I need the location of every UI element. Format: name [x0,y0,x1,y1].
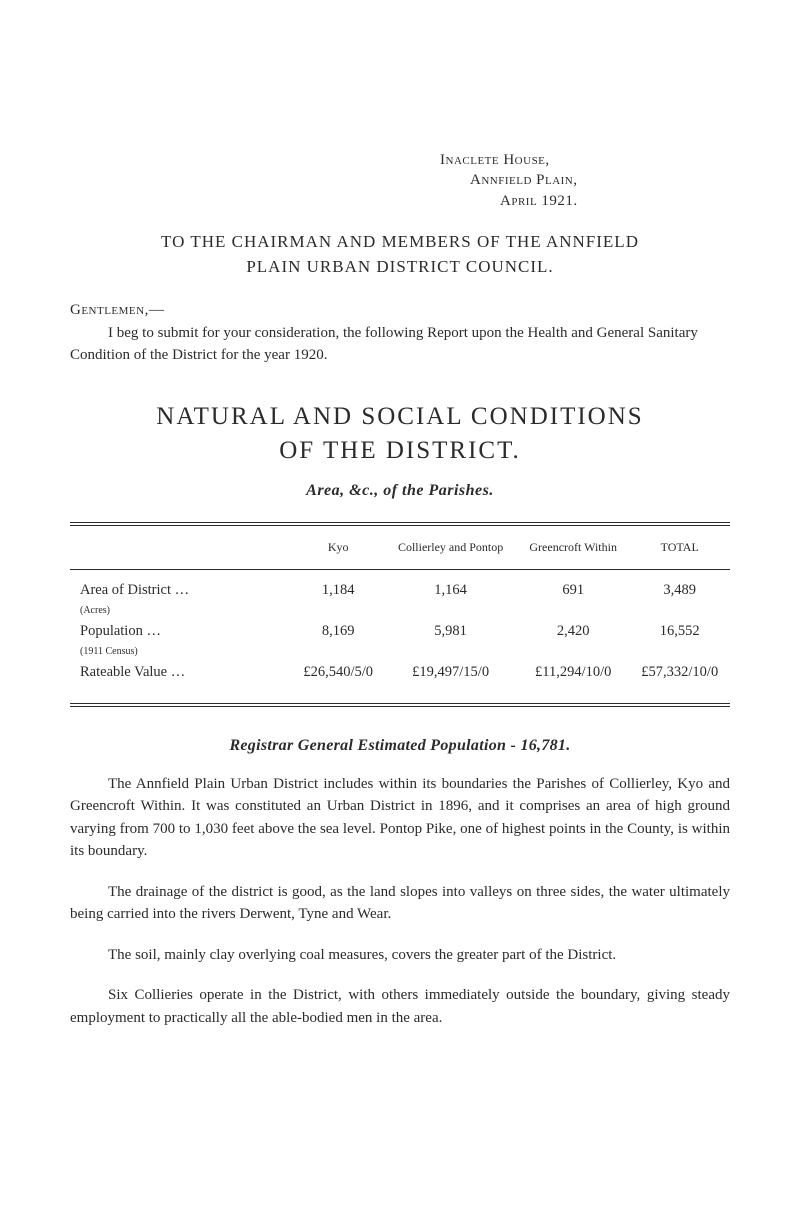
col-kyo: Kyo [292,526,384,570]
row-sublabel: (1911 Census) [70,646,292,658]
parish-table: Kyo Collierley and Pontop Greencroft Wit… [70,522,730,707]
page: Inaclete House, Annfield Plain, April 19… [0,0,800,1069]
cell: 3,489 [629,570,730,605]
table-row: Area of District … 1,184 1,164 691 3,489 [70,570,730,605]
row-label: Area of District … [70,570,292,605]
cell: £26,540/5/0 [292,658,384,687]
table-header-row: Kyo Collierley and Pontop Greencroft Wit… [70,526,730,570]
table-caption: Area, &c., of the Parishes. [70,482,730,500]
row-sublabel: (Acres) [70,605,292,617]
cell: £11,294/10/0 [517,658,630,687]
row-label: Rateable Value … [70,658,292,687]
col-blank [70,526,292,570]
row-label: Population … [70,617,292,646]
cell: £19,497/15/0 [384,658,517,687]
cell: 5,981 [384,617,517,646]
registrar-value: 16,781. [520,737,570,754]
parish-table-grid: Kyo Collierley and Pontop Greencroft Wit… [70,526,730,703]
col-collierley: Collierley and Pontop [384,526,517,570]
table-row: Rateable Value … £26,540/5/0 £19,497/15/… [70,658,730,687]
registrar-line: Registrar General Estimated Population -… [70,737,730,755]
letterhead-place: Annfield Plain, [470,170,680,190]
table-row-sub: (1911 Census) [70,646,730,658]
salutation: Gentlemen,— [70,302,730,319]
letterhead-date: April 1921. [500,191,680,211]
body-paragraph-2: The drainage of the district is good, as… [70,881,730,926]
section-title: NATURAL AND SOCIAL CONDITIONS OF THE DIS… [70,400,730,468]
table-row: Population … 8,169 5,981 2,420 16,552 [70,617,730,646]
col-greencroft: Greencroft Within [517,526,630,570]
registrar-label: Registrar General Estimated Population - [229,737,520,754]
section-title-line-1: NATURAL AND SOCIAL CONDITIONS [70,400,730,434]
col-total: TOTAL [629,526,730,570]
cell: 2,420 [517,617,630,646]
intro-paragraph: I beg to submit for your consideration, … [70,323,730,367]
cell: 691 [517,570,630,605]
cell: £57,332/10/0 [629,658,730,687]
letterhead-house: Inaclete House, [440,150,680,170]
letterhead: Inaclete House, Annfield Plain, April 19… [300,150,680,211]
addressee-line-2: PLAIN URBAN DISTRICT COUNCIL. [70,254,730,280]
table-row-sub: (Acres) [70,605,730,617]
body-paragraph-3: The soil, mainly clay overlying coal mea… [70,944,730,967]
section-title-line-2: OF THE DISTRICT. [70,434,730,468]
cell: 8,169 [292,617,384,646]
body-paragraph-4: Six Collieries operate in the District, … [70,984,730,1029]
addressee-line-1: TO THE CHAIRMAN AND MEMBERS OF THE ANNFI… [70,229,730,255]
cell: 1,184 [292,570,384,605]
cell: 1,164 [384,570,517,605]
body-paragraph-1: The Annfield Plain Urban District includ… [70,773,730,863]
addressee-line: TO THE CHAIRMAN AND MEMBERS OF THE ANNFI… [70,229,730,280]
cell: 16,552 [629,617,730,646]
